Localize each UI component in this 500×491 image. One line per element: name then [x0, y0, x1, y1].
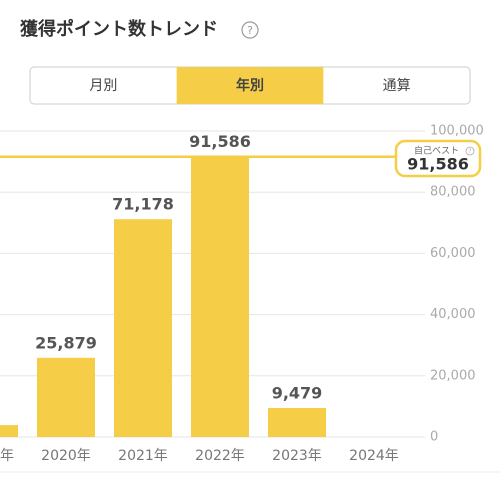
x-tick-label: 年 — [0, 448, 14, 464]
value-label: 71,178 — [112, 195, 174, 214]
y-tick-label: 80,000 — [430, 185, 476, 200]
y-tick-label: 0 — [430, 430, 438, 445]
best-help-icon — [465, 146, 475, 156]
best-badge — [394, 139, 482, 178]
tab-selected[interactable] — [176, 67, 324, 104]
y-tick-label: 20,000 — [430, 368, 476, 383]
title: 獲得ポイント数トレンド — [20, 18, 218, 40]
y-tick-label: 40,000 — [430, 307, 476, 322]
x-tick-label: 2020年 — [41, 448, 91, 464]
best-help: ? — [468, 148, 471, 155]
help-icon[interactable] — [241, 21, 259, 39]
bar — [0, 425, 18, 437]
bar — [268, 407, 326, 437]
tab-label[interactable]: 年別 — [236, 77, 264, 94]
best-label: 自己ベスト — [414, 145, 459, 157]
y-tick-label: 100,000 — [430, 124, 484, 139]
value-label: 91,586 — [189, 132, 251, 151]
value-label: 25,879 — [35, 333, 97, 352]
x-tick-label: 2021年 — [118, 448, 168, 464]
x-tick-label: 2023年 — [272, 448, 322, 464]
help-text: ? — [247, 24, 253, 37]
best-value: 91,586 — [407, 155, 469, 174]
tab-label[interactable]: 通算 — [383, 78, 411, 94]
bar — [37, 357, 95, 437]
y-tick-label: 60,000 — [430, 246, 476, 261]
value-label: 9,479 — [272, 383, 323, 402]
x-tick-label: 2022年 — [195, 448, 245, 464]
bar — [191, 156, 249, 438]
tab-label[interactable]: 月別 — [89, 78, 117, 94]
bar — [114, 219, 172, 437]
x-tick-label: 2024年 — [349, 448, 399, 464]
